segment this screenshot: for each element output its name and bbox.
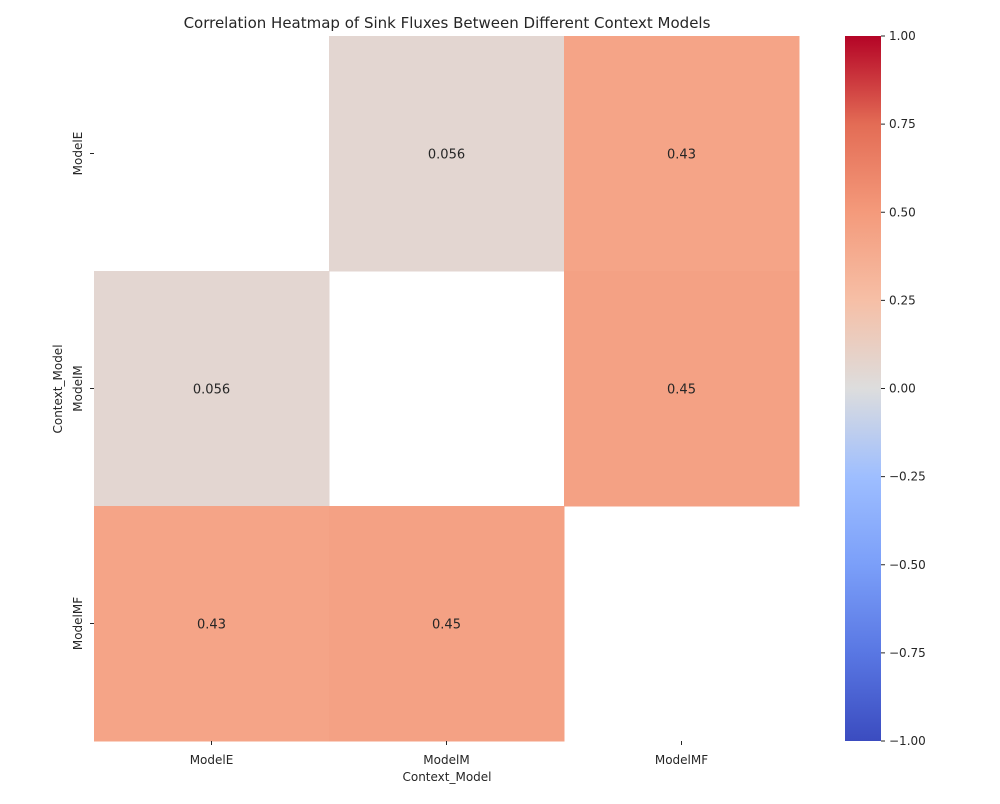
cell-value-label: 0.056 — [193, 383, 230, 398]
heatmap-cell-modelm-modele — [94, 271, 330, 507]
y-tick-label: ModelE — [71, 132, 85, 176]
heatmap-cell-modele-modelmf — [564, 36, 800, 272]
cell-value-label: 0.43 — [667, 148, 696, 163]
x-tick-label: ModelE — [190, 753, 234, 767]
cell-value-label: 0.43 — [197, 618, 226, 633]
cell-value-label: 0.45 — [432, 618, 461, 633]
x-tick-label: ModelMF — [655, 753, 708, 767]
heatmap-cells: 0.056 0.43 0.056 0.45 0.43 0.45 — [94, 36, 800, 742]
y-tick-label: ModelMF — [71, 597, 85, 650]
heatmap-cell-modelmf-modele — [94, 506, 330, 742]
y-tick-label: ModelM — [71, 365, 85, 411]
colorbar-tick-label: 0.75 — [889, 117, 916, 131]
colorbar-ticks: −1.00 −0.75 −0.50 −0.25 0.00 0.25 0.50 0.75 1.00 — [881, 29, 926, 748]
x-tick-label: ModelM — [423, 753, 469, 767]
heatmap-cell-modele-modelm — [329, 36, 565, 272]
colorbar-tick-label: −0.25 — [889, 470, 926, 484]
colorbar-tick-label: 0.50 — [889, 205, 916, 219]
y-axis-ticks: ModelE ModelM ModelMF — [71, 132, 94, 650]
y-axis-label: Context_Model — [51, 344, 65, 433]
colorbar-tick-label: −0.50 — [889, 558, 926, 572]
x-axis-label: Context_Model — [402, 770, 491, 784]
colorbar — [845, 36, 881, 741]
colorbar-tick-label: −0.75 — [889, 646, 926, 660]
x-axis-ticks: ModelE ModelM ModelMF — [190, 741, 708, 767]
heatmap-cell-modelm-modelmf — [564, 271, 800, 507]
chart-title: Correlation Heatmap of Sink Fluxes Betwe… — [184, 14, 711, 32]
cell-value-label: 0.056 — [428, 148, 465, 163]
colorbar-tick-label: 0.00 — [889, 382, 916, 396]
colorbar-tick-label: 1.00 — [889, 29, 916, 43]
colorbar-tick-label: −1.00 — [889, 734, 926, 748]
heatmap-cell-modelmf-modelm — [329, 506, 565, 742]
colorbar-tick-label: 0.25 — [889, 293, 916, 307]
cell-value-label: 0.45 — [667, 383, 696, 398]
